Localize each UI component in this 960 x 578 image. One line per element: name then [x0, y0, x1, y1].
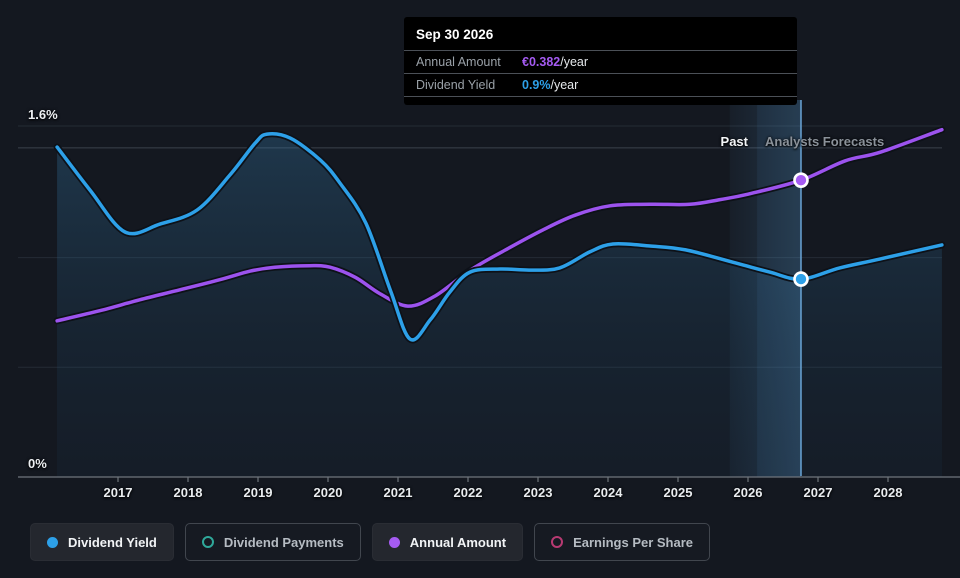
legend-toggle-dividend-payments[interactable]: Dividend Payments [184, 523, 361, 561]
tooltip-row-value: €0.382 [522, 55, 561, 69]
open-circle-icon [551, 536, 564, 548]
x-axis-label-2026: 2026 [733, 485, 763, 500]
legend-toggle-earnings-per-share[interactable]: Earnings Per Share [534, 523, 711, 561]
open-circle-icon [201, 536, 214, 548]
tooltip-row: Dividend Yield 0.9%/year [404, 73, 797, 96]
legend-label: Dividend Payments [223, 534, 344, 550]
x-axis-label-2027: 2027 [803, 485, 833, 500]
yield-area-fill [57, 133, 942, 477]
yield-marker-dot [793, 271, 809, 287]
tooltip-row-label: Annual Amount [416, 55, 501, 69]
tooltip-rows: Annual Amount €0.382/year Dividend Yield 0.… [404, 50, 797, 97]
x-axis-label-2018: 2018 [173, 485, 203, 500]
y-axis-min-label: 0% [28, 456, 47, 471]
legend-label: Earnings Per Share [573, 534, 694, 550]
x-axis-label-2024: 2024 [593, 485, 623, 500]
amount-marker-dot [793, 172, 809, 188]
chart-legend: Dividend Yield Dividend Payments Annual Am… [30, 523, 711, 561]
x-axis-label-2025: 2025 [663, 485, 693, 500]
hover-highlight-band [729, 100, 801, 477]
analysts-forecasts-zone-label: Analysts Forecasts [765, 134, 885, 149]
x-axis-label-2019: 2019 [243, 485, 273, 500]
y-axis-max-label: 1.6% [28, 107, 58, 122]
forecast-boundary-band [757, 100, 801, 477]
x-axis-label-2021: 2021 [383, 485, 413, 500]
legend-label: Dividend Yield [68, 534, 157, 550]
tooltip-date: Sep 30 2026 [416, 27, 494, 42]
x-axis-label-2017: 2017 [103, 485, 133, 500]
x-axis-label-2020: 2020 [313, 485, 343, 500]
legend-label: Annual Amount [409, 534, 507, 550]
chart-tooltip: Sep 30 2026 Annual Amount €0.382/year Divi… [404, 17, 797, 105]
yield-line [55, 132, 944, 342]
tooltip-row-label: Dividend Yield [416, 78, 496, 92]
filled-circle-icon [47, 536, 58, 548]
x-axis-label-2028: 2028 [873, 485, 903, 500]
tooltip-row-suffix: /year [560, 55, 589, 69]
filled-circle-icon [388, 536, 400, 548]
legend-toggle-annual-amount[interactable]: Annual Amount [371, 523, 524, 561]
x-axis-label-2022: 2022 [453, 485, 483, 500]
tooltip-row-value: 0.9% [522, 78, 551, 92]
tooltip-row-suffix: /year [550, 78, 579, 92]
legend-toggle-dividend-yield[interactable]: Dividend Yield [30, 523, 174, 561]
tooltip-row: Annual Amount €0.382/year [404, 50, 797, 73]
past-zone-label: Past [720, 134, 748, 149]
x-axis-label-2023: 2023 [523, 485, 553, 500]
